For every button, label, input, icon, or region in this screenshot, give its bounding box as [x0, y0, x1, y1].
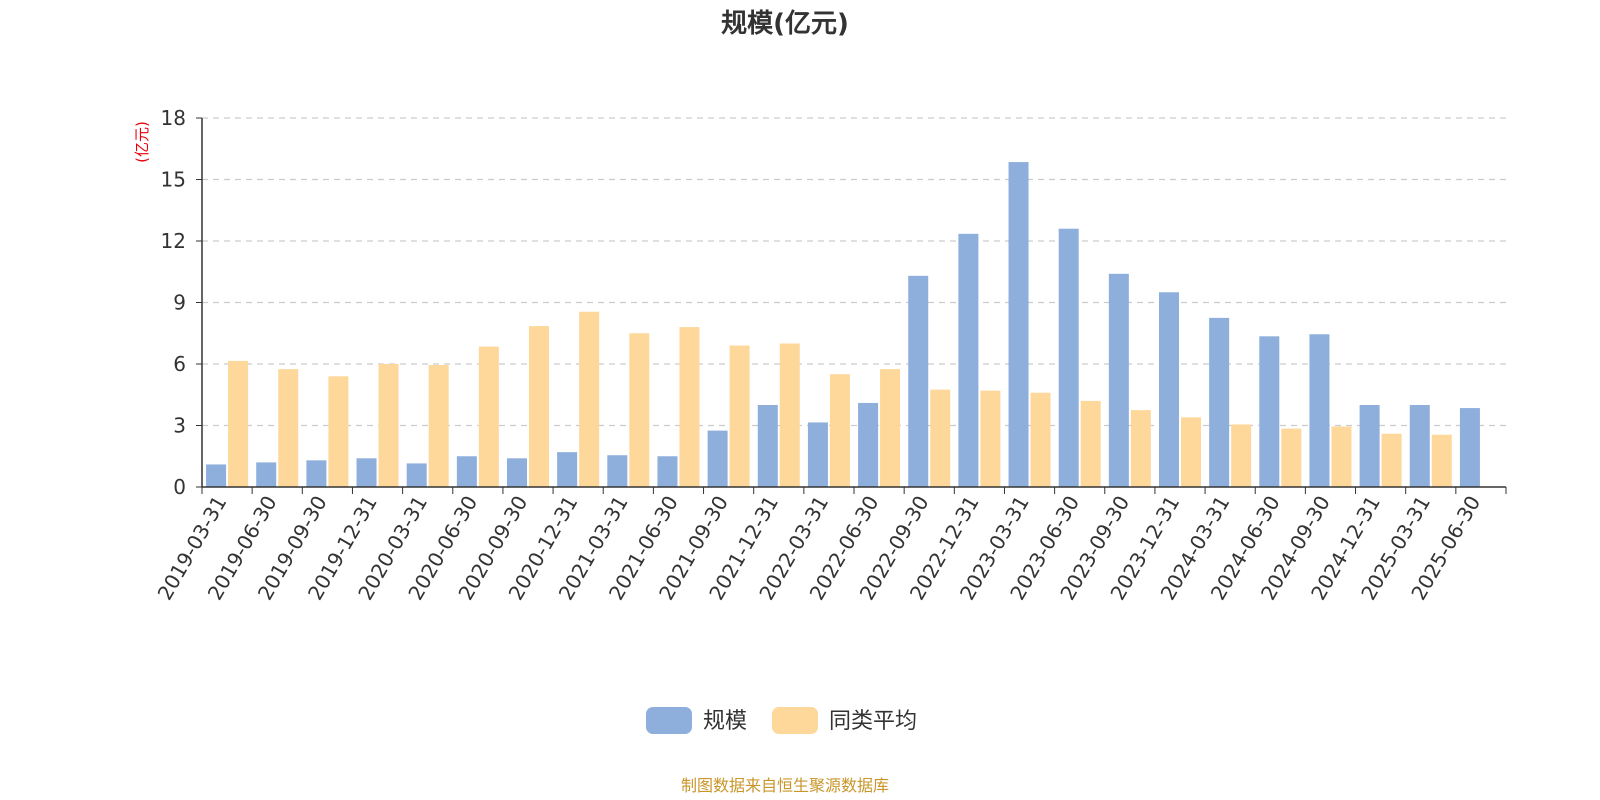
bar-peer-average[interactable] — [579, 311, 600, 487]
bar-scale[interactable] — [1409, 405, 1430, 487]
bar-peer-average[interactable] — [378, 364, 399, 487]
bar-peer-average[interactable] — [880, 369, 901, 487]
y-tick-label: 0 — [173, 475, 186, 499]
bar-peer-average[interactable] — [679, 327, 700, 487]
bar-peer-average[interactable] — [779, 343, 800, 488]
bar-scale[interactable] — [958, 233, 979, 487]
bar-peer-average[interactable] — [278, 369, 299, 487]
bar-scale[interactable] — [1459, 408, 1480, 487]
bar-scale[interactable] — [557, 452, 578, 487]
bar-peer-average[interactable] — [930, 389, 951, 487]
bar-peer-average[interactable] — [529, 326, 549, 487]
bar-scale[interactable] — [356, 458, 377, 487]
bar-scale[interactable] — [306, 460, 327, 487]
bar-peer-average[interactable] — [1281, 428, 1302, 487]
bar-peer-average[interactable] — [629, 333, 650, 487]
bar-peer-average[interactable] — [1431, 434, 1452, 487]
legend-label-peer-average[interactable]: 同类平均 — [829, 709, 917, 734]
bar-scale[interactable] — [707, 430, 728, 487]
bar-peer-average[interactable] — [980, 390, 1001, 487]
bar-scale[interactable] — [1309, 334, 1330, 487]
bar-scale[interactable] — [206, 464, 227, 487]
y-tick-label: 6 — [173, 352, 186, 376]
bar-peer-average[interactable] — [1231, 424, 1252, 487]
bar-peer-average[interactable] — [428, 365, 449, 487]
y-tick-label: 18 — [161, 106, 186, 130]
bar-scale[interactable] — [757, 405, 778, 487]
legend-label-scale[interactable]: 规模 — [703, 709, 747, 734]
y-tick-label: 3 — [173, 414, 186, 438]
bar-scale[interactable] — [1008, 162, 1029, 487]
bar-scale[interactable] — [1209, 317, 1230, 487]
bar-scale[interactable] — [1159, 292, 1179, 487]
y-tick-label: 12 — [161, 229, 186, 253]
bar-peer-average[interactable] — [1331, 426, 1352, 487]
bar-scale[interactable] — [908, 275, 929, 487]
bar-scale[interactable] — [657, 456, 678, 487]
bar-scale[interactable] — [807, 422, 828, 487]
bar-scale[interactable] — [1359, 405, 1380, 487]
bar-peer-average[interactable] — [1381, 433, 1402, 487]
bar-peer-average[interactable] — [1080, 400, 1101, 487]
bar-peer-average[interactable] — [328, 376, 349, 487]
bar-scale[interactable] — [1108, 273, 1129, 487]
bar-scale[interactable] — [858, 402, 879, 487]
bar-peer-average[interactable] — [228, 360, 249, 487]
bars — [206, 162, 1480, 487]
bar-scale[interactable] — [607, 455, 628, 487]
bar-peer-average[interactable] — [829, 374, 850, 487]
bar-peer-average[interactable] — [1181, 417, 1201, 487]
bar-peer-average[interactable] — [1130, 410, 1151, 487]
bar-peer-average[interactable] — [1030, 392, 1051, 487]
bar-scale[interactable] — [1058, 228, 1079, 487]
bar-scale[interactable] — [256, 462, 277, 487]
bar-scale[interactable] — [1259, 336, 1280, 487]
bar-scale[interactable] — [406, 463, 427, 487]
y-tick-label: 9 — [173, 291, 186, 315]
y-tick-label: 15 — [161, 168, 186, 192]
gridlines — [202, 117, 1506, 427]
bar-scale[interactable] — [456, 456, 477, 487]
legend[interactable]: 规模 同类平均 — [646, 707, 917, 734]
source-note: 制图数据来自恒生聚源数据库 — [681, 776, 889, 795]
axes: 03691215182019-03-312019-06-302019-09-30… — [153, 106, 1507, 604]
legend-swatch-scale[interactable] — [646, 707, 692, 734]
legend-swatch-peer-average[interactable] — [772, 707, 818, 734]
y-axis-unit-label: (亿元) — [133, 121, 151, 163]
bar-peer-average[interactable] — [478, 346, 499, 487]
bar-peer-average[interactable] — [729, 345, 750, 487]
bar-scale[interactable] — [507, 458, 527, 487]
chart-title: 规模(亿元) — [721, 9, 849, 39]
